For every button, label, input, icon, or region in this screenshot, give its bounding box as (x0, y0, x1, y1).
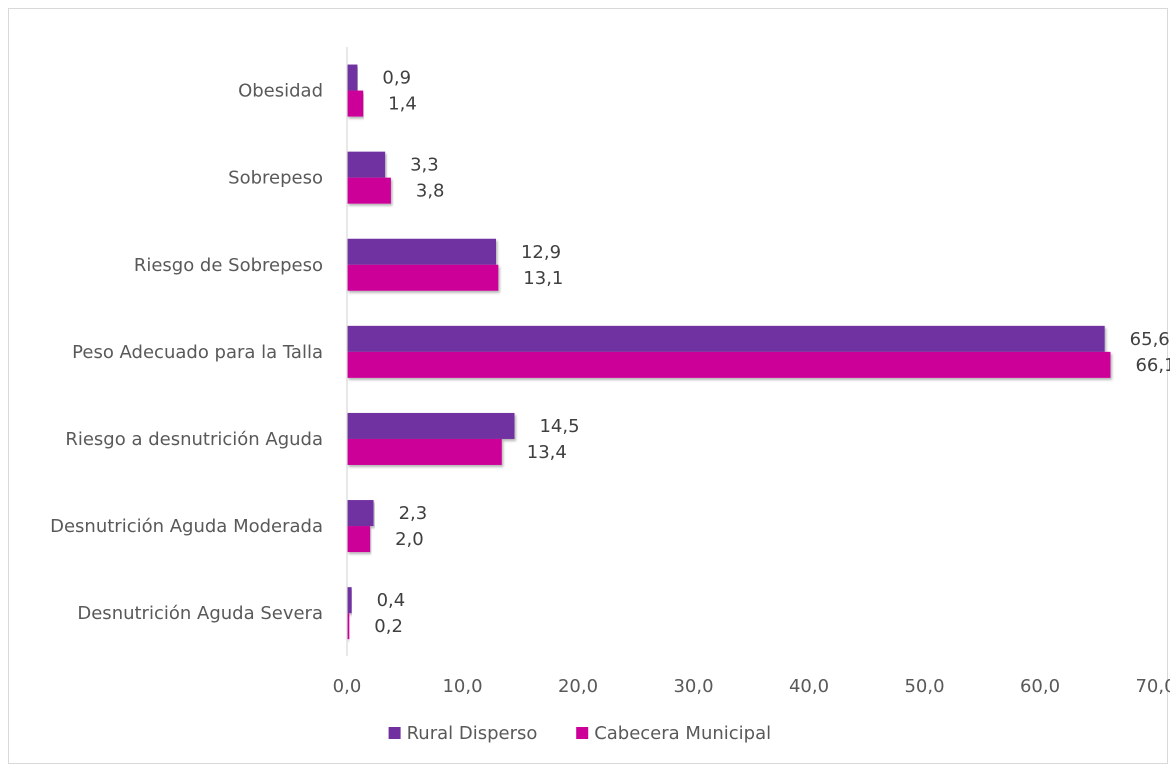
x-tick-label: 30,0 (673, 676, 713, 697)
x-tick-label: 40,0 (789, 676, 829, 697)
bar (347, 412, 515, 439)
bar (347, 238, 496, 265)
category-label: Sobrepeso (228, 168, 323, 189)
data-label: 2,0 (395, 529, 424, 550)
category-label: Peso Adecuado para la Talla (72, 342, 323, 363)
x-tick-label: 60,0 (1020, 676, 1060, 697)
x-tick-label: 20,0 (558, 676, 598, 697)
chart-frame (8, 8, 1168, 764)
category-label: Desnutrición Aguda Moderada (50, 516, 323, 537)
x-tick-label: 10,0 (442, 676, 482, 697)
data-label: 0,2 (374, 616, 403, 637)
data-label: 65,6 (1130, 329, 1170, 350)
data-label: 3,8 (416, 181, 445, 202)
data-label: 13,4 (527, 442, 567, 463)
data-label: 14,5 (539, 416, 579, 437)
x-tick-label: 0,0 (333, 676, 362, 697)
legend-swatch (388, 727, 401, 739)
legend-swatch (576, 727, 589, 739)
bar (347, 500, 374, 527)
bar (347, 177, 391, 204)
bar (347, 325, 1105, 352)
category-label: Riesgo de Sobrepeso (134, 255, 323, 276)
x-tick-label: 70,0 (1135, 676, 1170, 697)
x-tick-label: 50,0 (904, 676, 944, 697)
data-label: 0,4 (377, 590, 406, 611)
data-label: 13,1 (523, 268, 563, 289)
legend-label: Rural Disperso (407, 723, 538, 744)
bar (347, 151, 386, 178)
data-label: 1,4 (388, 94, 417, 115)
bar (347, 587, 352, 614)
bar (347, 526, 371, 553)
bar (347, 90, 364, 117)
bar (347, 613, 350, 640)
legend-label: Cabecera Municipal (594, 723, 771, 744)
bar (347, 438, 502, 465)
bar (347, 264, 499, 291)
data-label: 2,3 (399, 503, 428, 524)
data-label: 12,9 (521, 242, 561, 263)
bar (347, 351, 1111, 378)
category-label: Riesgo a desnutrición Aguda (65, 429, 323, 450)
data-label: 66,1 (1135, 355, 1170, 376)
data-label: 0,9 (382, 68, 411, 89)
category-label: Obesidad (238, 81, 323, 102)
data-label: 3,3 (410, 155, 439, 176)
bar (347, 64, 358, 91)
category-label: Desnutrición Aguda Severa (77, 603, 323, 624)
